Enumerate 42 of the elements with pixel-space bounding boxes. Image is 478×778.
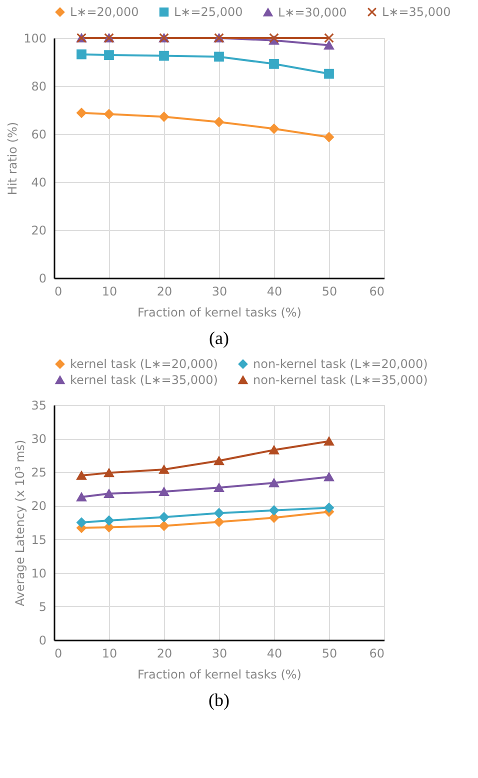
x-tick-label: 10 <box>102 284 118 298</box>
legend-label: non-kernel task (L∗=35,000) <box>253 373 428 387</box>
legend-label: L∗=30,000 <box>278 5 347 20</box>
x-tick-label: 40 <box>266 284 282 298</box>
y-tick-label: 40 <box>31 176 46 190</box>
y-tick-label: 20 <box>31 499 46 514</box>
legend-label: L∗=25,000 <box>174 5 243 20</box>
x-axis-title: Fraction of kernel tasks (%) <box>138 306 302 320</box>
legend-label: L∗=20,000 <box>70 5 139 20</box>
x-tick-label: 40 <box>266 646 282 660</box>
x-tick-label: 0 <box>54 646 62 660</box>
x-tick-label: 30 <box>212 284 228 298</box>
y-tick-label: 15 <box>31 532 46 547</box>
x-tick-label: 60 <box>369 284 384 298</box>
x-tick-label: 20 <box>156 646 172 660</box>
y-tick-label: 35 <box>31 398 46 412</box>
y-tick-label: 30 <box>31 432 46 446</box>
y-tick-label: 100 <box>24 32 46 46</box>
x-tick-label: 0 <box>54 284 62 298</box>
y-axis-title: Hit ratio (%) <box>6 122 20 196</box>
y-tick-label: 0 <box>38 272 46 286</box>
legend-label: L∗=35,000 <box>382 5 451 20</box>
text: (b) <box>208 690 230 710</box>
x-axis-title: Fraction of kernel tasks (%) <box>138 668 302 682</box>
y-tick-label: 25 <box>31 466 46 480</box>
legend-label: non-kernel task (L∗=20,000) <box>253 357 428 372</box>
x-tick-label: 50 <box>322 284 338 298</box>
y-tick-label: 5 <box>38 600 46 614</box>
x-tick-label: 30 <box>212 646 228 660</box>
text: (a) <box>209 328 229 348</box>
y-tick-label: 0 <box>38 634 46 648</box>
x-tick-label: 60 <box>369 646 384 660</box>
y-tick-label: 80 <box>31 80 46 94</box>
legend-label: kernel task (L∗=20,000) <box>70 357 218 372</box>
x-tick-label: 10 <box>102 646 118 660</box>
y-tick-label: 20 <box>31 224 46 238</box>
y-tick-label: 60 <box>31 128 46 142</box>
y-tick-label: 10 <box>31 566 46 580</box>
legend-label: kernel task (L∗=35,000) <box>70 373 218 387</box>
y-axis-title: Average Latency (x 10³ ms) <box>13 440 28 606</box>
x-tick-label: 20 <box>156 284 172 298</box>
x-tick-label: 50 <box>322 646 338 660</box>
